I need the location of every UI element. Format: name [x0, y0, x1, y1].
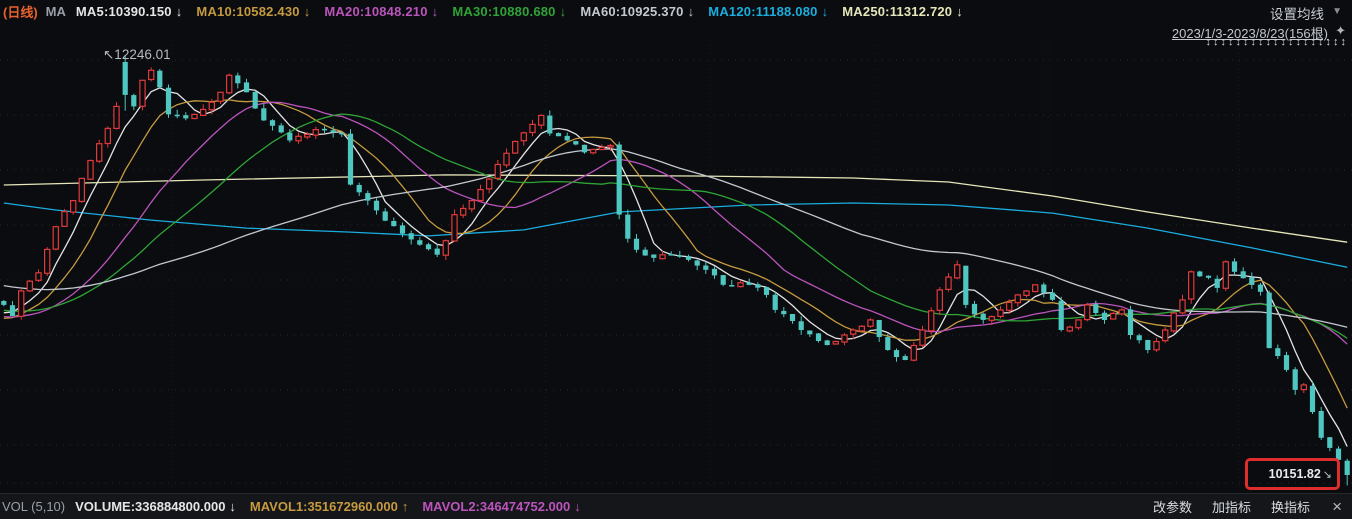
- ma-indicator-bar: (日线) MA MA5:10390.150 ↓ MA10:10582.430 ↓ MA2…: [0, 0, 1352, 22]
- pin-icon[interactable]: ✦: [1335, 23, 1346, 38]
- indicator-value: MAVOL2:346474752.000 ↓: [422, 499, 581, 514]
- updown-arrow-icon: ↕: [1303, 36, 1310, 48]
- updown-arrow-icon: ↕: [1340, 36, 1347, 48]
- indicator-value: MA60:10925.370 ↓: [580, 3, 695, 19]
- updown-arrow-icon: ↕: [1325, 36, 1332, 48]
- action-link[interactable]: 换指标: [1271, 500, 1311, 515]
- last-price-value: 10151.82: [1268, 467, 1321, 481]
- updown-arrow-icon: ↕: [1220, 36, 1227, 48]
- updown-arrow-icon: ↕: [1288, 36, 1295, 48]
- updown-arrow-icon: ↕: [1250, 36, 1257, 48]
- updown-arrow-icon: ↕: [1318, 36, 1325, 48]
- volume-values: VOLUME:336884800.000 ↓ MAVOL1:351672960.00…: [75, 499, 595, 514]
- updown-arrow-icon: ↕: [1273, 36, 1280, 48]
- indicator-value: MA120:11188.080 ↓: [708, 3, 829, 19]
- period-label: (日线): [3, 4, 38, 20]
- date-range-link[interactable]: 2023/1/3-2023/8/23(156根): [1171, 26, 1328, 41]
- volume-values-group: VOL (5,10) VOLUME:336884800.000 ↓ MAVOL1:3…: [2, 499, 595, 514]
- updown-arrow-icon: ↕: [1295, 36, 1302, 48]
- updown-arrow-icon: ↕: [1280, 36, 1287, 48]
- updown-arrow-icon: ↕: [1213, 36, 1220, 48]
- updown-arrow-icon: ↕: [1205, 36, 1212, 48]
- indicator-value: MA20:10848.210 ↓: [324, 3, 439, 19]
- chevron-down-icon[interactable]: ▼: [1332, 6, 1342, 17]
- indicator-value: MAVOL1:351672960.000 ↑: [249, 499, 409, 514]
- indicator-value: MA250:11312.720 ↓: [842, 3, 963, 19]
- updown-arrow-icon: ↕: [1258, 36, 1265, 48]
- updown-arrow-icon: ↕: [1243, 36, 1250, 48]
- close-icon[interactable]: ×: [1332, 497, 1342, 516]
- updown-arrow-icon: ↕: [1333, 36, 1340, 48]
- updown-arrow-icon: ↕: [1310, 36, 1317, 48]
- high-price-annotation: ↖12246.01: [103, 47, 171, 62]
- indicator-value: MA5:10390.150 ↓: [75, 3, 183, 19]
- indicator-value: VOLUME:336884800.000 ↓: [75, 499, 236, 514]
- updown-arrow-icon: ↕: [1235, 36, 1242, 48]
- ma-values: MA5:10390.150 ↓ MA10:10582.430 ↓ MA20:10848.…: [76, 4, 977, 19]
- vol-indicator-label: VOL (5,10): [2, 499, 66, 514]
- bar-marker-icons: ↕ ↕ ↕ ↕ ↕ ↕ ↕ ↕ ↕ ↕ ↕ ↕ ↕ ↕ ↕ ↕ ↕ ↕ ↕: [1206, 36, 1348, 48]
- indicator-actions-group: 改参数 加指标 换指标 ×: [1153, 497, 1342, 516]
- updown-arrow-icon: ↕: [1265, 36, 1272, 48]
- volume-indicator-bar: VOL (5,10) VOLUME:336884800.000 ↓ MAVOL1:3…: [0, 493, 1352, 519]
- action-link[interactable]: 改参数: [1153, 500, 1193, 515]
- down-right-arrow-icon: ↘: [1322, 468, 1332, 481]
- updown-arrow-icon: ↕: [1228, 36, 1235, 48]
- indicator-value: MA30:10880.680 ↓: [452, 3, 567, 19]
- indicator-value: MA10:10582.430 ↓: [196, 3, 311, 19]
- action-link[interactable]: 加指标: [1212, 500, 1252, 515]
- ma-group-label: MA: [45, 3, 66, 19]
- last-price-highlight-box: 10151.82 ↘: [1245, 458, 1340, 490]
- ma-settings-button[interactable]: 设置均线: [1270, 7, 1324, 22]
